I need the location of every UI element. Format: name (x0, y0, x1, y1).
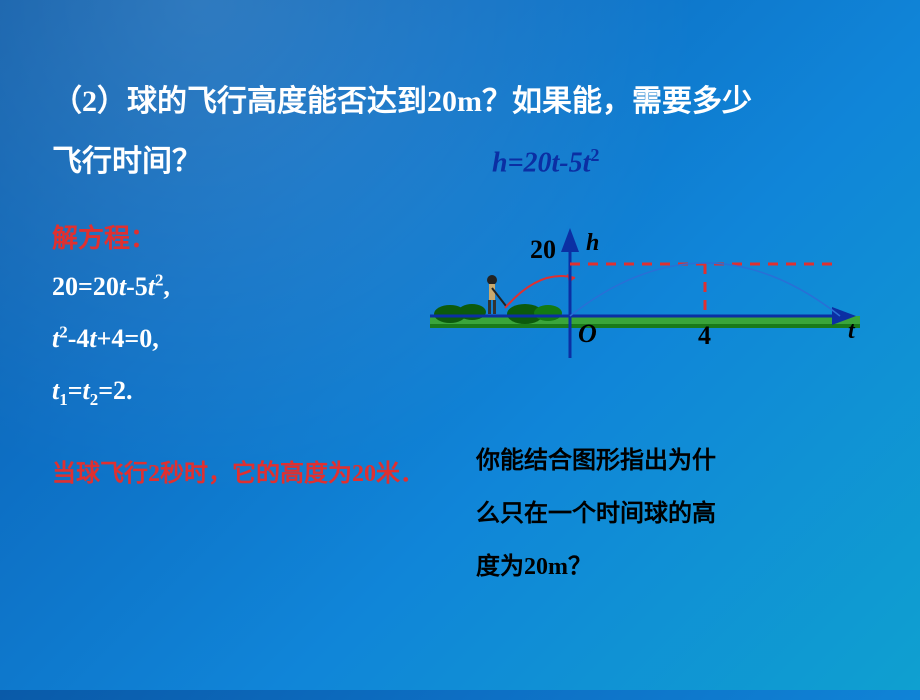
height-formula: h=20t-5t2 (492, 145, 600, 179)
question-line1: （2）球的飞行高度能否达到20m？如果能，需要多少 (52, 78, 868, 126)
follow-up-question: 你能结合图形指出为什 么只在一个时间球的高 度为20m？ (476, 435, 716, 593)
svg-text:O: O (578, 319, 597, 348)
svg-text:20: 20 (530, 235, 556, 264)
answer-text: 当球飞行2秒时，它的高度为20米． (52, 453, 868, 488)
svg-text:4: 4 (698, 321, 711, 350)
trajectory-graph: h t O 20 4 (430, 228, 860, 368)
question-line2: 飞行时间？ (52, 136, 202, 180)
svg-text:h: h (586, 230, 599, 256)
